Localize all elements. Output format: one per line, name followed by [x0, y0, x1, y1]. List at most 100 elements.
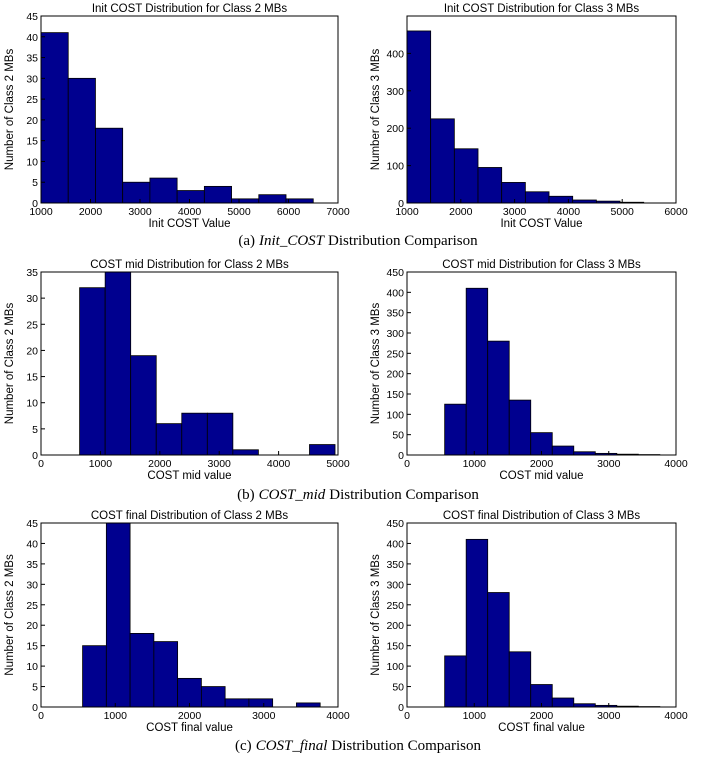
- x-tick-label: 0: [38, 458, 44, 470]
- bar: [508, 399, 532, 456]
- axes-box: [406, 271, 677, 456]
- y-tick-label: 30: [26, 73, 38, 85]
- bar: [465, 538, 489, 708]
- y-tick-label: 30: [26, 579, 38, 591]
- x-axis-label: COST final value: [146, 722, 233, 734]
- caption-term: Init_COST: [258, 233, 326, 249]
- bar: [444, 655, 467, 708]
- chart-title: COST final Distribution of Class 2 MBs: [91, 510, 289, 522]
- y-tick-label: 400: [386, 538, 404, 550]
- x-tick-label: 3000: [503, 206, 527, 218]
- y-tick-label: 200: [386, 620, 404, 632]
- bar: [406, 30, 432, 204]
- x-tick-label: 2000: [449, 206, 473, 218]
- y-tick-label: 35: [26, 267, 38, 279]
- chart: 0 1000 2000 3000 4000 5000 0 5 10 15 20 25 30 35 COST …: [4, 259, 350, 482]
- bar: [548, 195, 574, 204]
- y-tick-label: 350: [386, 559, 404, 571]
- caption-text: Distribution Comparison: [328, 233, 478, 249]
- bar: [40, 32, 69, 204]
- y-tick-label: 45: [26, 11, 38, 23]
- bar: [232, 449, 259, 456]
- y-axis-label: Number of Class 2 MBs: [4, 303, 16, 425]
- bar: [67, 77, 96, 204]
- bar: [130, 355, 157, 456]
- bar: [444, 403, 467, 456]
- axes-box: [40, 271, 339, 456]
- bar: [177, 677, 202, 708]
- x-tick-label: 2000: [148, 458, 172, 470]
- y-axis-label: Number of Class 2 MBs: [4, 554, 16, 676]
- bar: [248, 698, 274, 708]
- x-tick-label: 4000: [178, 206, 202, 218]
- chart: 1000 2000 3000 4000 5000 6000 0 100 200 300 400 Ini…: [370, 3, 688, 230]
- y-tick-label: 300: [386, 579, 404, 591]
- bar: [82, 645, 107, 708]
- y-tick-label: 10: [26, 156, 38, 168]
- chart-title: COST mid Distribution for Class 2 MBs: [90, 259, 289, 271]
- x-tick-label: 1000: [395, 206, 419, 218]
- y-tick-label: 25: [26, 94, 38, 106]
- y-tick-label: 0: [32, 450, 38, 462]
- y-axis-label: Number of Class 3 MBs: [370, 303, 382, 425]
- y-tick-label: 0: [398, 702, 404, 714]
- x-tick-label: 0: [38, 710, 44, 722]
- x-tick-label: 1000: [463, 458, 487, 470]
- y-tick-label: 400: [386, 287, 404, 299]
- y-tick-label: 100: [386, 161, 404, 173]
- x-tick-label: 3000: [597, 458, 621, 470]
- y-tick-label: 0: [32, 702, 38, 714]
- x-tick-label: 0: [404, 458, 410, 470]
- bar: [176, 190, 205, 204]
- bar: [95, 127, 124, 204]
- caption-label: (b): [237, 487, 255, 503]
- bar: [524, 191, 550, 204]
- x-axis-label: COST mid value: [147, 470, 231, 482]
- y-axis-label: Number of Class 2 MBs: [4, 49, 16, 171]
- y-axis-label: Number of Class 3 MBs: [370, 554, 382, 676]
- y-tick-label: 15: [26, 641, 38, 653]
- bar: [285, 198, 314, 204]
- y-tick-label: 20: [26, 345, 38, 357]
- y-tick-label: 200: [386, 369, 404, 381]
- y-tick-label: 50: [392, 682, 404, 694]
- y-tick-label: 25: [26, 319, 38, 331]
- x-tick-label: 4000: [664, 710, 688, 722]
- x-tick-label: 2000: [79, 206, 103, 218]
- axes-box: [406, 522, 677, 708]
- bar: [155, 423, 183, 456]
- y-tick-label: 45: [26, 518, 38, 530]
- chart: 0 1000 2000 3000 4000 0 50 100 150 200 250 300 350 40…: [370, 510, 688, 734]
- bar: [79, 287, 106, 456]
- y-tick-label: 150: [386, 641, 404, 653]
- y-tick-label: 300: [386, 328, 404, 340]
- y-tick-label: 5: [32, 424, 38, 436]
- bar: [206, 412, 234, 456]
- bar: [508, 651, 532, 708]
- caption-text: Distribution Comparison: [331, 738, 481, 754]
- axes-box: [40, 522, 339, 708]
- axes-box: [406, 15, 677, 204]
- x-tick-label: 6000: [277, 206, 301, 218]
- y-tick-label: 5: [32, 177, 38, 189]
- x-tick-label: 3000: [128, 206, 152, 218]
- bar: [153, 641, 179, 708]
- x-tick-label: 3000: [252, 710, 276, 722]
- y-tick-label: 250: [386, 348, 404, 360]
- y-tick-label: 40: [26, 32, 38, 44]
- y-tick-label: 15: [26, 372, 38, 384]
- x-axis-label: Init COST Value: [500, 218, 582, 230]
- x-tick-label: 7000: [326, 206, 350, 218]
- y-tick-label: 150: [386, 389, 404, 401]
- caption: (b) COST_mid Distribution Comparison: [237, 487, 479, 503]
- y-tick-label: 0: [398, 450, 404, 462]
- y-tick-label: 250: [386, 600, 404, 612]
- y-tick-label: 300: [386, 86, 404, 98]
- caption-label: (c): [235, 738, 252, 754]
- bar: [129, 633, 155, 708]
- chart: 0 1000 2000 3000 4000 0 50 100 150 200 250 300 350 40…: [370, 259, 688, 482]
- x-tick-label: 4000: [557, 206, 581, 218]
- x-tick-label: 2000: [530, 710, 554, 722]
- bar: [203, 185, 232, 204]
